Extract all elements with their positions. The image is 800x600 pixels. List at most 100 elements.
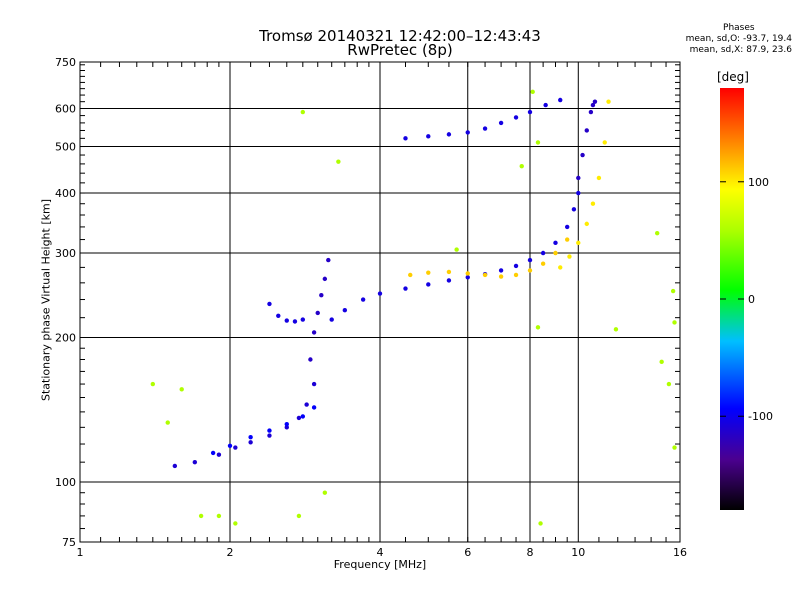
data-point [408, 272, 413, 278]
data-point [527, 268, 533, 273]
data-point [311, 330, 317, 335]
tick-labels: 1 2 4 6 8 10 16 75 100 200 300 400 500 600 750 [55, 56, 687, 559]
data-point [311, 405, 317, 410]
data-point [584, 128, 589, 133]
data-point [311, 381, 317, 387]
data-point [426, 134, 431, 139]
data-point [527, 109, 533, 115]
data-point [192, 459, 198, 465]
x-axis-label: Frequency [MHz] [333, 558, 427, 571]
data-point [284, 318, 289, 323]
data-point [300, 414, 306, 419]
data-point [465, 271, 470, 276]
data-point [233, 521, 238, 526]
data-point [659, 359, 664, 365]
data-point [248, 434, 253, 440]
data-point [446, 269, 452, 275]
phase-stats-heading: Phases [723, 23, 755, 33]
data-point [535, 140, 541, 145]
data-point [284, 421, 289, 427]
data-point [558, 97, 563, 103]
data-point [543, 102, 548, 108]
grid-lines [80, 62, 680, 542]
chart-subtitle: RwPretec (8p) [347, 41, 453, 59]
data-point [670, 288, 676, 294]
data-points [150, 89, 677, 526]
data-point [606, 99, 611, 104]
data-point [227, 443, 233, 448]
y-tick-label: 100 [55, 476, 76, 489]
data-point [672, 445, 677, 450]
data-point [322, 490, 328, 495]
y-tick-label: 750 [55, 56, 76, 69]
data-point [216, 452, 222, 457]
data-point [564, 237, 570, 242]
data-point [446, 132, 452, 137]
data-point [426, 270, 431, 275]
data-point [426, 282, 431, 287]
data-point [179, 387, 184, 392]
data-point [326, 257, 331, 263]
data-point [558, 265, 563, 270]
x-tick-label: 4 [377, 546, 384, 559]
data-point [329, 317, 334, 322]
data-point [276, 313, 281, 318]
data-point [296, 513, 302, 519]
x-tick-label: 6 [464, 546, 471, 559]
plot-frame [79, 61, 681, 543]
phase-stats-o: mean, sd,O: -93.7, 19.4 [685, 34, 792, 44]
data-point [592, 99, 598, 104]
data-point [666, 381, 672, 387]
data-point [319, 293, 324, 298]
data-point [672, 320, 677, 325]
x-tick-label: 1 [77, 546, 84, 559]
data-point [482, 272, 488, 278]
data-point [377, 291, 383, 296]
colorbar-tick-label: -100 [748, 410, 773, 423]
data-point [513, 272, 519, 278]
data-point [596, 175, 602, 181]
data-point [165, 420, 170, 425]
data-point [584, 221, 589, 227]
y-tick-label: 400 [55, 187, 76, 200]
data-point [446, 278, 452, 283]
data-point [300, 317, 306, 322]
data-point [513, 263, 519, 269]
data-point [576, 190, 581, 196]
y-tick-label: 500 [55, 141, 76, 154]
data-point [602, 140, 607, 145]
data-point [527, 257, 533, 263]
data-point [210, 450, 216, 456]
data-point [580, 152, 585, 158]
data-point [300, 109, 306, 115]
data-point [360, 297, 366, 302]
data-point [535, 325, 541, 330]
data-point [513, 115, 519, 120]
data-point [590, 201, 596, 206]
data-point [564, 224, 570, 230]
data-point [336, 159, 341, 164]
minor-ticks [80, 62, 680, 542]
data-point [403, 136, 408, 141]
data-point [540, 250, 546, 256]
data-point [538, 521, 543, 526]
y-tick-label: 75 [62, 536, 76, 549]
colorbar-tick-label: 0 [748, 293, 755, 306]
data-point [553, 240, 558, 246]
data-point [576, 240, 581, 246]
x-tick-label: 16 [673, 546, 687, 559]
data-point [465, 275, 470, 280]
data-point [296, 415, 302, 421]
data-point [267, 428, 272, 433]
data-point [540, 261, 546, 266]
data-point [284, 425, 289, 430]
data-point [519, 163, 524, 169]
data-point [233, 445, 238, 450]
data-point [315, 310, 320, 316]
data-point [150, 381, 156, 387]
data-point [248, 440, 253, 445]
data-point [588, 109, 594, 115]
phase-stats-x: mean, sd,X: 87.9, 23.6 [689, 45, 792, 55]
y-axis-label: Stationary phase Virtual Height [km] [39, 198, 53, 402]
